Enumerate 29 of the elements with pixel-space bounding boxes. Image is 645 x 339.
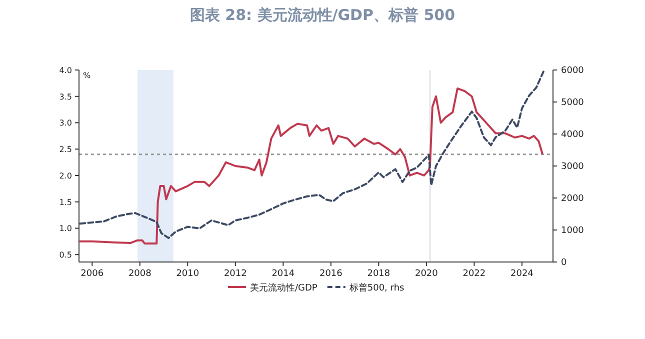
x-tick-label: 2022 — [462, 269, 486, 279]
x-tick-label: 2016 — [319, 269, 343, 279]
x-tick-label: 2012 — [224, 269, 247, 279]
x-tick-label: 2024 — [510, 269, 534, 279]
y2-tick-label: 3000 — [561, 162, 584, 172]
y-tick-label: 2.0 — [59, 171, 72, 180]
x-tick-label: 2014 — [272, 269, 295, 279]
y2-tick-label: 2000 — [561, 194, 584, 204]
y-tick-label: 1.0 — [59, 224, 72, 234]
y-axis-title: % — [83, 71, 91, 80]
y-tick-label: 1.5 — [59, 198, 72, 207]
y2-tick-label: 4000 — [561, 130, 584, 140]
legend-label: 标普500, rhs — [348, 282, 405, 294]
y-tick-label: 4.0 — [59, 66, 72, 75]
y2-tick-label: 5000 — [561, 98, 584, 108]
y2-tick-label: 1000 — [561, 226, 584, 236]
x-tick-label: 2020 — [414, 269, 438, 279]
x-tick-label: 2018 — [367, 269, 390, 279]
y2-tick-label: 0 — [561, 258, 567, 268]
x-tick-label: 2006 — [80, 269, 104, 279]
y-tick-label: 3.5 — [59, 92, 72, 102]
y-tick-label: 0.5 — [59, 250, 72, 260]
legend-label: 美元流动性/GDP — [250, 282, 318, 294]
y-tick-label: 2.5 — [59, 145, 72, 154]
x-tick-label: 2008 — [128, 269, 152, 279]
y-tick-label: 3.0 — [59, 118, 72, 128]
y2-tick-label: 6000 — [561, 66, 584, 76]
x-tick-label: 2010 — [176, 269, 200, 279]
chart-title: 图表 28: 美元流动性/GDP、标普 500 — [190, 6, 456, 24]
